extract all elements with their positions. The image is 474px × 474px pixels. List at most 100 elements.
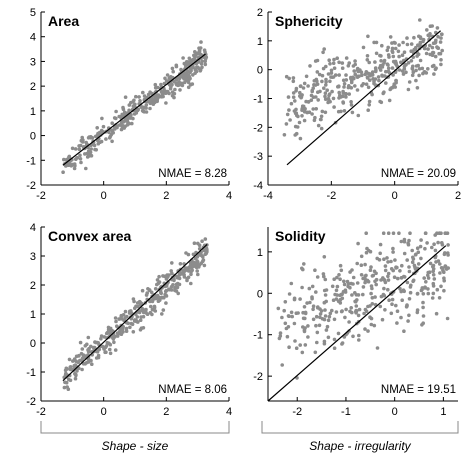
data-point	[311, 86, 316, 90]
y-tick-label: -1	[26, 155, 36, 167]
data-point	[398, 286, 402, 291]
data-point	[102, 347, 106, 351]
data-point	[299, 95, 303, 100]
data-point	[347, 92, 352, 96]
data-point	[80, 356, 85, 361]
data-point	[329, 71, 334, 75]
data-point	[378, 251, 383, 256]
data-point	[318, 307, 322, 311]
data-point	[298, 90, 302, 95]
data-point	[404, 70, 408, 75]
data-point	[170, 66, 175, 71]
data-point	[169, 285, 174, 289]
data-point	[177, 75, 182, 79]
data-point	[367, 60, 372, 65]
data-point	[415, 54, 419, 58]
data-point	[119, 127, 124, 132]
data-point	[431, 284, 436, 288]
data-point	[336, 109, 341, 114]
data-point	[340, 296, 345, 301]
data-point	[337, 73, 342, 77]
data-point	[442, 288, 446, 293]
data-point	[173, 285, 177, 290]
data-point	[316, 90, 320, 94]
data-point	[141, 314, 146, 319]
data-point	[77, 147, 82, 152]
data-point	[344, 92, 348, 96]
data-point	[324, 64, 328, 69]
data-point	[423, 286, 427, 290]
data-point	[440, 32, 444, 37]
data-point	[411, 279, 415, 284]
data-point	[382, 257, 386, 262]
data-point	[79, 160, 83, 165]
data-point	[104, 331, 109, 336]
data-point	[139, 105, 144, 109]
data-point	[99, 336, 103, 341]
data-point	[423, 231, 428, 235]
data-point	[349, 86, 354, 90]
data-point	[402, 50, 407, 54]
data-point	[439, 36, 443, 40]
data-point	[186, 69, 190, 74]
data-point	[346, 64, 351, 68]
data-point	[186, 252, 191, 257]
data-point	[420, 66, 425, 71]
data-point	[144, 103, 149, 107]
data-point	[181, 56, 185, 60]
data-point	[297, 120, 302, 125]
data-point	[199, 40, 203, 44]
data-point	[63, 380, 67, 385]
data-point	[101, 124, 106, 129]
data-point	[164, 301, 168, 305]
x-tick-label: 0	[101, 406, 107, 418]
data-point	[162, 295, 166, 300]
data-point	[323, 97, 328, 101]
data-point	[396, 49, 401, 54]
data-point	[326, 100, 330, 105]
data-point	[187, 56, 192, 61]
data-point	[318, 117, 323, 122]
data-point	[80, 135, 84, 140]
data-point	[383, 308, 387, 312]
x-tick-label: -2	[36, 406, 46, 418]
data-point	[389, 311, 394, 316]
data-point	[103, 350, 107, 355]
data-point	[355, 281, 360, 285]
y-tick-label: -2	[253, 371, 263, 383]
data-point	[387, 55, 391, 59]
data-point	[142, 94, 147, 98]
scatter-points	[62, 237, 209, 392]
x-tick-label: -1	[341, 406, 351, 418]
data-point	[284, 326, 289, 331]
data-point	[384, 81, 388, 85]
data-point	[289, 101, 294, 106]
data-point	[332, 317, 337, 322]
data-point	[402, 329, 406, 334]
data-point	[402, 275, 407, 279]
data-point	[105, 340, 110, 345]
data-point	[357, 338, 361, 342]
data-point	[354, 293, 359, 297]
data-point	[414, 64, 419, 68]
data-point	[370, 92, 374, 97]
data-point	[402, 289, 407, 294]
data-point	[366, 304, 370, 309]
data-point	[84, 140, 88, 145]
data-point	[196, 65, 200, 70]
data-point	[282, 308, 287, 313]
data-point	[292, 321, 297, 326]
data-point	[193, 256, 198, 261]
data-point	[175, 281, 180, 286]
data-point	[383, 264, 388, 268]
data-point	[425, 241, 429, 245]
data-point	[78, 358, 82, 363]
data-point	[373, 66, 378, 70]
data-point	[344, 95, 348, 99]
scatter-points	[276, 231, 451, 380]
data-point	[421, 292, 426, 296]
data-point	[401, 40, 405, 45]
data-point	[130, 121, 134, 126]
data-point	[351, 334, 355, 339]
data-point	[308, 64, 312, 68]
